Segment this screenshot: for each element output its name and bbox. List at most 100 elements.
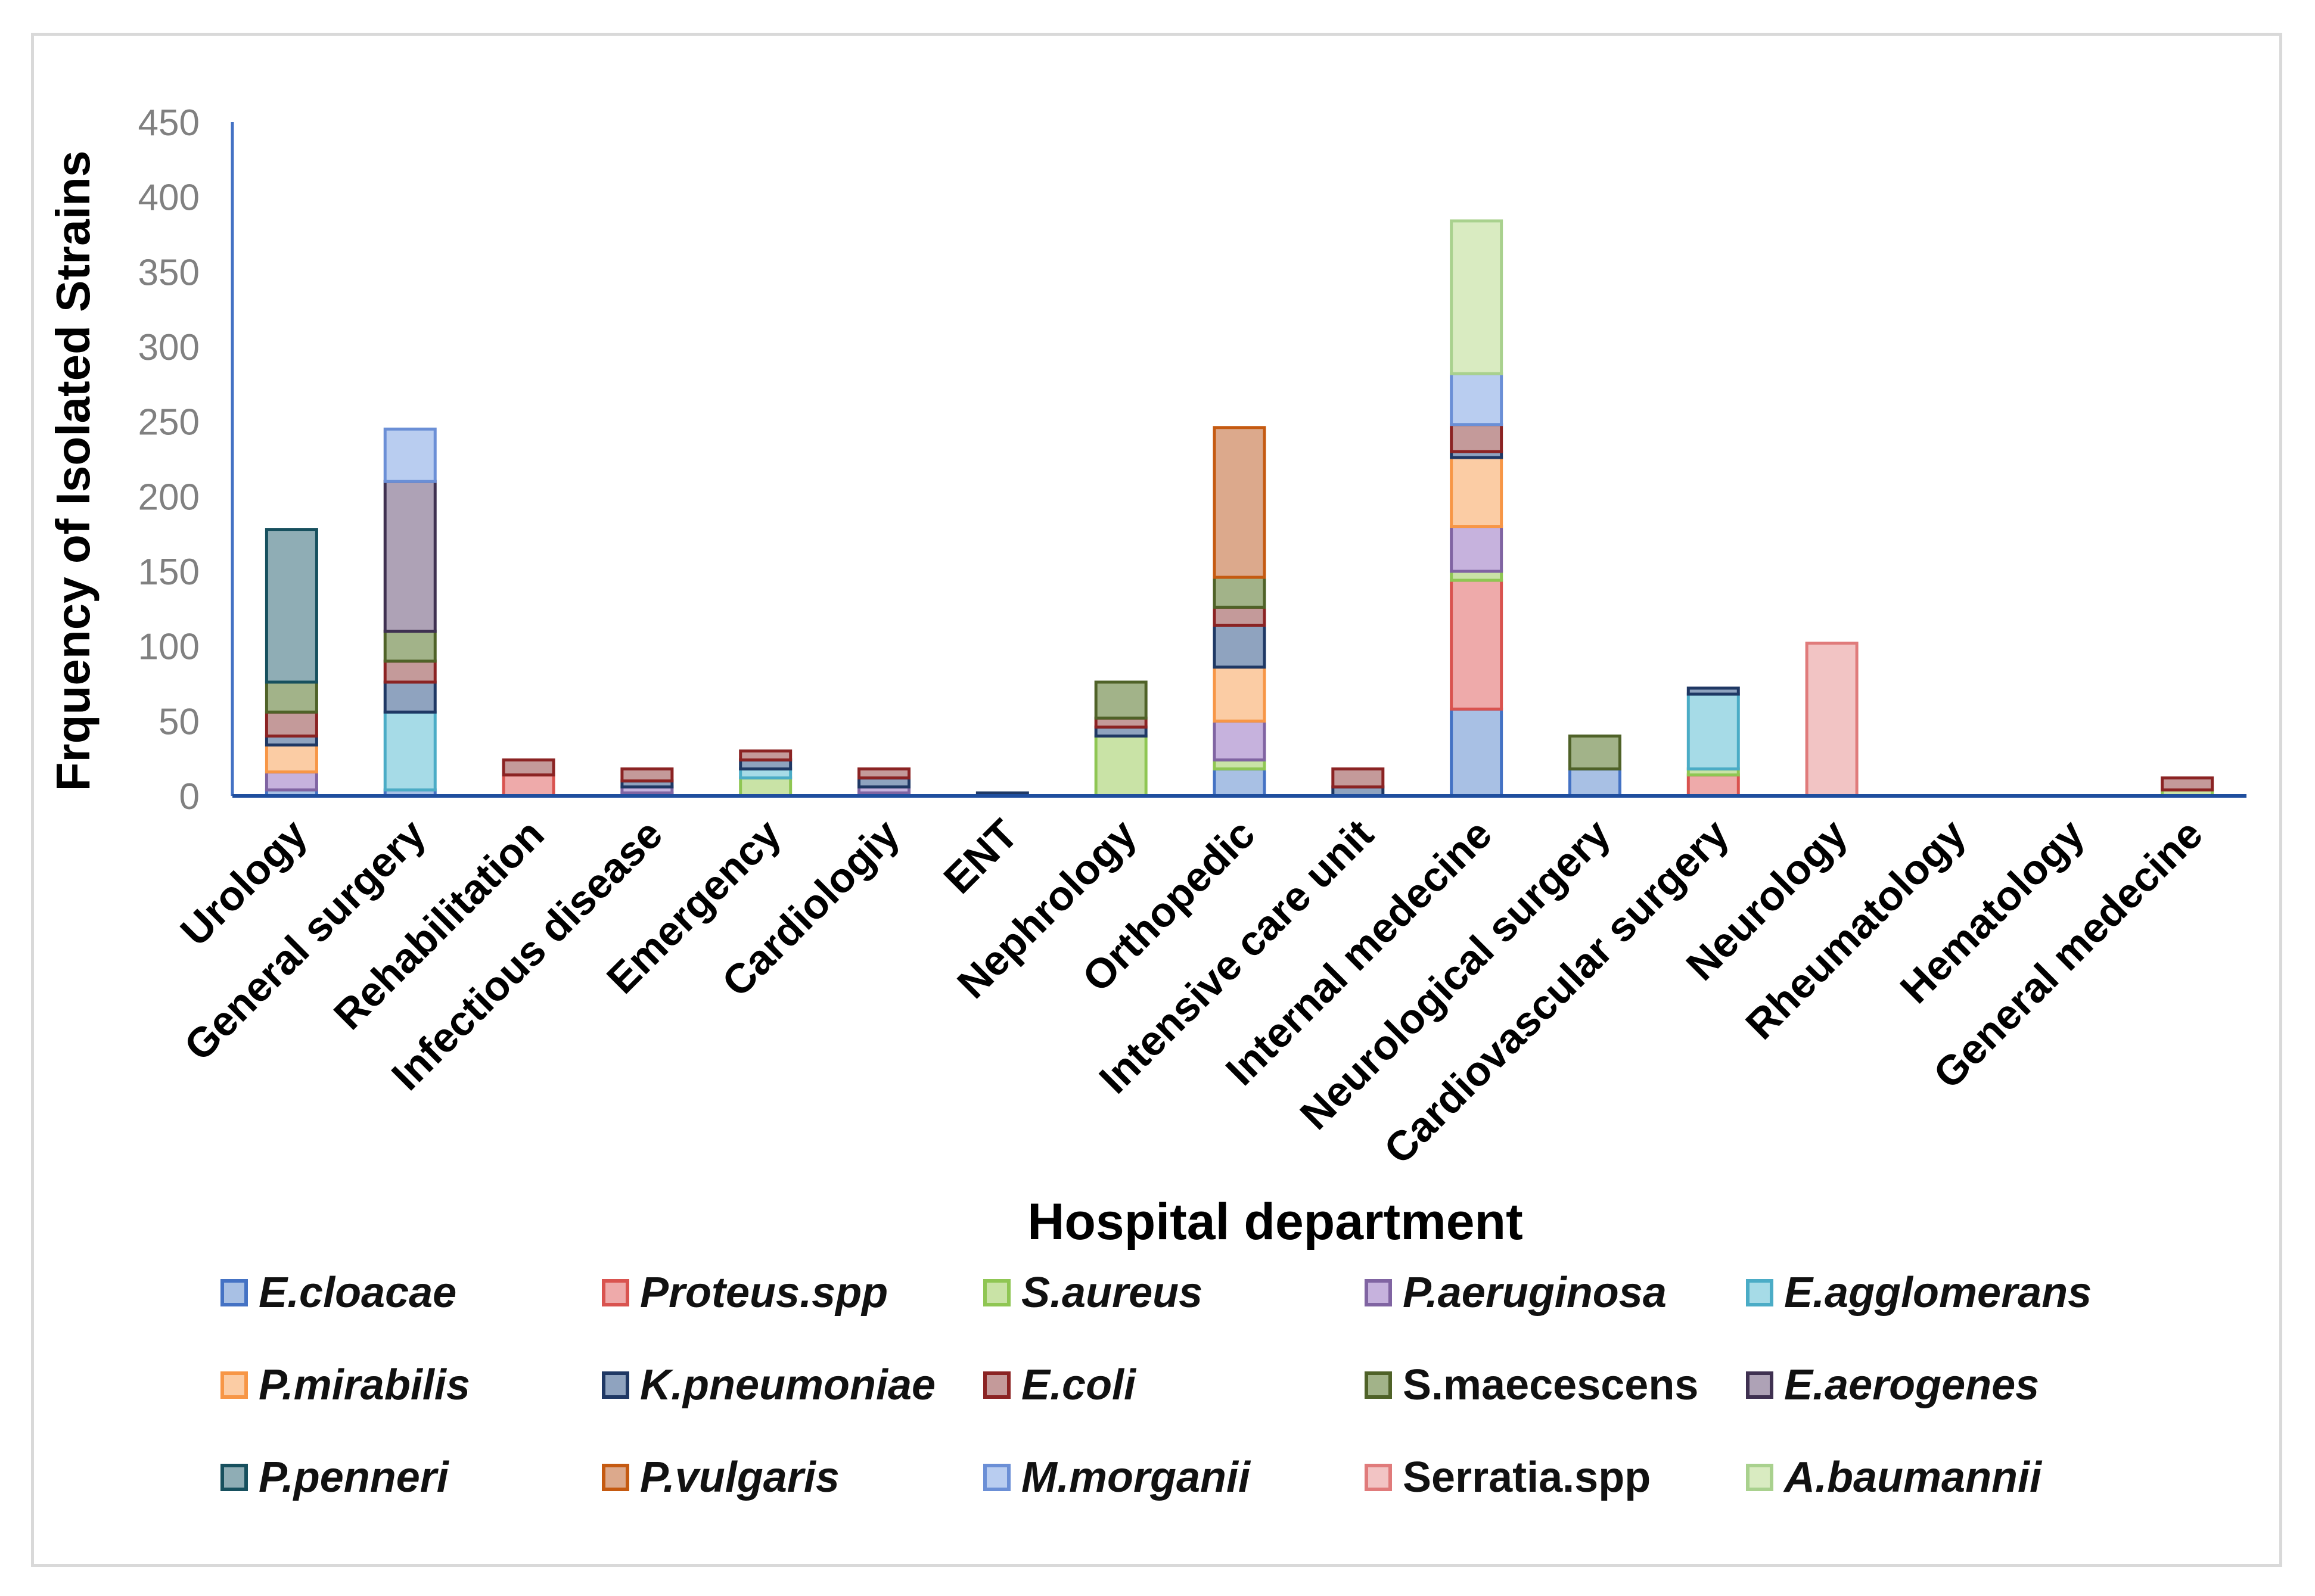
bar-segment [1686,773,1740,798]
legend-label: Proteus.spp [640,1269,888,1317]
legend-label: A.baumannii [1784,1454,2042,1501]
legend-label: Serratia.spp [1403,1454,1651,1501]
bar-segment [1213,767,1266,798]
legend-label: M.morganii [1021,1454,1251,1501]
legend-swatch [220,1371,248,1399]
bar-segment [1450,707,1503,798]
y-tick-label: 350 [138,252,200,293]
legend-item: S.maecescens [1365,1358,1698,1412]
bar-segment [383,480,437,633]
bar-segment [1450,423,1503,453]
legend-item: Serratia.spp [1365,1451,1651,1504]
bar-segment [1094,734,1148,798]
legend-swatch [1746,1279,1773,1306]
legend-label: P.vulgaris [640,1454,840,1501]
bar-segment [1094,680,1148,720]
bar-segment [1568,767,1621,798]
y-axis-title: Frquency of Isolated Strains [46,151,100,792]
x-tick-label: Rehabilitation [325,810,552,1038]
y-tick-label: 100 [138,627,200,668]
legend-item: E.aerogenes [1746,1358,2039,1412]
bar-segment [739,776,793,798]
bar-segment [265,710,318,738]
bar-segment [739,749,793,762]
bar-segment [1686,692,1740,771]
legend-swatch [1746,1464,1773,1491]
legend-item: A.baumannii [1746,1451,2041,1504]
legend-item: P.vulgaris [602,1451,840,1504]
y-tick-label: 450 [138,102,200,144]
bar-segment [383,710,437,792]
legend-swatch [1746,1371,1773,1399]
legend-label: E.agglomerans [1784,1269,2092,1317]
legend-label: S.maecescens [1403,1361,1699,1409]
y-tick-labels: 0 50 100 150 200 250 300 350 400 450 [138,102,200,817]
legend-swatch [1365,1371,1392,1399]
legend-label: K.pneumoniae [640,1361,936,1409]
y-tick-label: 50 [159,701,200,742]
bar-segment [1213,426,1266,579]
y-tick-label: 200 [138,477,200,518]
legend-swatch [220,1464,248,1491]
bar-segment [1450,372,1503,427]
bar-layer [265,219,2214,798]
legend-item: M.morganii [983,1451,1250,1504]
x-axis-title: Hospital department [1027,1193,1522,1250]
legend-label: S.aureus [1021,1269,1203,1317]
legend-item: E.coli [983,1358,1136,1412]
bar-segment [265,528,318,684]
bar-segment [1213,623,1266,669]
legend-item: E.cloacae [220,1266,456,1320]
bar-segment [2161,776,2214,792]
bar-segment [1686,686,1740,696]
bar-segment [1213,605,1266,627]
legend-label: P.aeruginosa [1403,1269,1667,1317]
bar-segment [502,773,555,798]
legend-item: P.mirabilis [220,1358,470,1412]
chart-frame [31,33,2282,1567]
bar-segment [502,758,555,777]
bar-segment [1213,665,1266,723]
bar-segment [857,767,911,780]
bar-segment [383,630,437,663]
legend-item: Proteus.spp [602,1266,888,1320]
legend-label: E.coli [1021,1361,1136,1409]
legend-swatch [983,1464,1011,1491]
y-tick-label: 400 [138,178,200,219]
bar-segment [1568,734,1621,771]
bar-segment [1213,575,1266,609]
x-tick-label: Rheumatology [1737,810,1975,1048]
legend-item: S.aureus [983,1266,1202,1320]
bar-segment [1450,525,1503,573]
legend-label: P.penneri [259,1454,449,1501]
legend-label: E.cloacae [259,1269,457,1317]
bar-segment [1450,456,1503,528]
legend-item: P.penneri [220,1451,449,1504]
bar-segment [383,427,437,483]
legend-item: E.agglomerans [1746,1266,2092,1320]
legend-swatch [1365,1464,1392,1491]
legend-swatch [602,1464,629,1491]
y-tick-label: 0 [179,776,200,817]
y-tick-label: 300 [138,327,200,368]
legend-swatch [1365,1279,1392,1306]
x-tick-label: ENT [935,810,1027,902]
legend-label: E.aerogenes [1784,1361,2040,1409]
legend-item: K.pneumoniae [602,1358,936,1412]
legend-swatch [602,1371,629,1399]
bar-segment [1331,767,1385,789]
legend-swatch [602,1279,629,1306]
y-tick-label: 250 [138,402,200,443]
bar-segment [383,659,437,684]
legend-item: P.aeruginosa [1365,1266,1667,1320]
bar-segment [1450,578,1503,711]
bar-segment [1805,642,1859,798]
bar-segment [265,743,318,774]
y-tick-label: 150 [138,552,200,593]
bar-segment [383,680,437,714]
bar-segment [1450,219,1503,375]
legend-swatch [983,1371,1011,1399]
legend-label: P.mirabilis [259,1361,470,1409]
